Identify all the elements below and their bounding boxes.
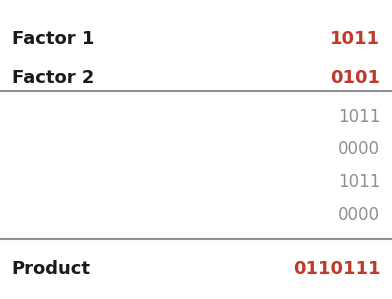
Text: 1011: 1011 <box>330 30 380 48</box>
Text: 0000: 0000 <box>338 141 380 158</box>
Text: Product: Product <box>12 260 91 278</box>
Text: 1011: 1011 <box>338 108 380 126</box>
Text: 0000: 0000 <box>338 206 380 224</box>
Text: Factor 1: Factor 1 <box>12 30 94 48</box>
Text: Factor 2: Factor 2 <box>12 69 94 87</box>
Text: 1011: 1011 <box>338 173 380 191</box>
Text: 0110111: 0110111 <box>293 260 380 278</box>
Text: 0101: 0101 <box>330 69 380 87</box>
